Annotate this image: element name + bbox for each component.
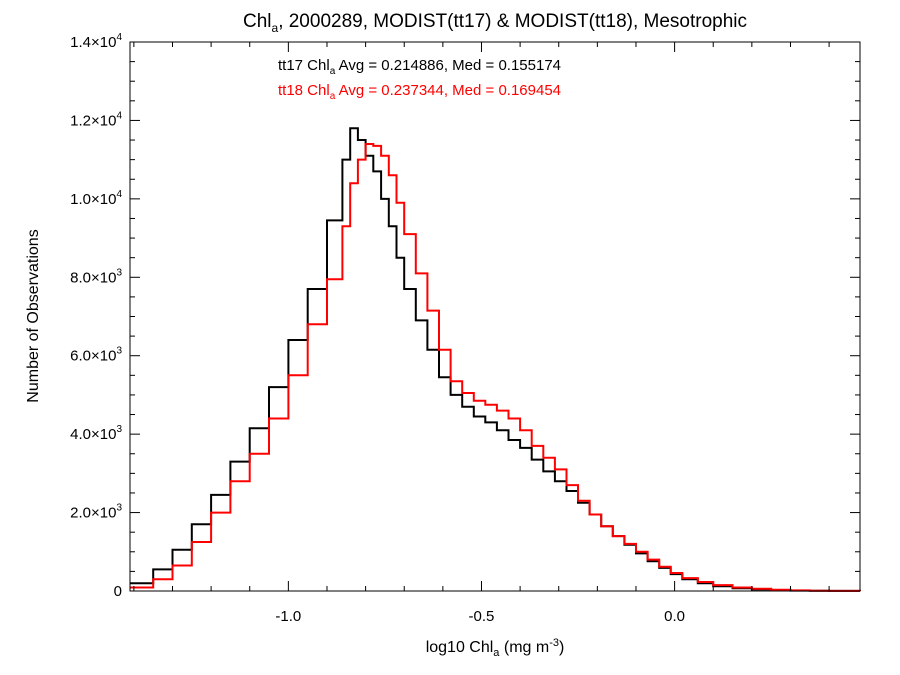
y-tick-label: 8.0×103 xyxy=(70,267,122,286)
series-layer xyxy=(130,127,861,592)
x-axis-label: log10 Chla (mg m-3) xyxy=(426,637,565,659)
stats-annotation: tt18 Chla Avg = 0.237344, Med = 0.169454 xyxy=(278,82,561,102)
y-tick-label: 1.4×104 xyxy=(70,32,122,51)
stats-annotation: tt17 Chla Avg = 0.214886, Med = 0.155174 xyxy=(278,57,561,77)
x-tick-label: -0.5 xyxy=(469,608,495,625)
stats-annotations: tt17 Chla Avg = 0.214886, Med = 0.155174… xyxy=(278,57,561,102)
y-tick-label: 0 xyxy=(114,583,122,600)
y-tick-label: 1.0×104 xyxy=(70,189,122,208)
y-axis-label: Number of Observations xyxy=(25,229,42,402)
x-tick-label: -1.0 xyxy=(275,608,301,625)
x-axis: -1.0 -0.5 0.0 xyxy=(133,42,830,625)
y-tick-label: 2.0×103 xyxy=(70,503,122,522)
histogram-series-line xyxy=(130,143,861,592)
y-tick-label: 4.0×103 xyxy=(70,424,122,443)
chart-title: Chla, 2000289, MODIST(tt17) & MODIST(tt1… xyxy=(243,11,747,35)
y-tick-label: 6.0×103 xyxy=(70,346,122,365)
histogram-series-line xyxy=(130,127,861,592)
y-tick-label: 1.2×104 xyxy=(70,110,122,129)
x-tick-label: 0.0 xyxy=(664,608,685,625)
y-axis: 0 2.0×103 4.0×103 6.0×103 8.0×103 1.0×104 1.2×… xyxy=(70,32,860,600)
